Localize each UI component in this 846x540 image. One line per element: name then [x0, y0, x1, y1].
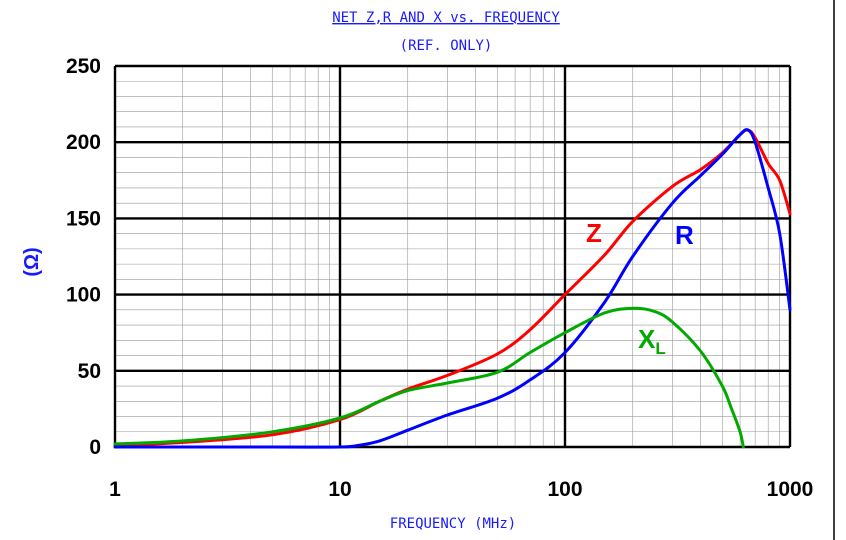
y-tick-label: 250 [66, 55, 101, 78]
xl-label-main: X [638, 324, 656, 354]
y-tick-label: 200 [66, 131, 101, 154]
series-line-x-l [113, 306, 745, 449]
grid [113, 64, 792, 449]
z-curve-label: Z [586, 218, 602, 248]
x-tick-label: 10 [328, 478, 351, 501]
y-tick-label: 150 [66, 207, 101, 230]
tick-labels: 0 50 100 150 200 250 1 10 100 1000 [66, 55, 813, 501]
y-tick-label: 0 [89, 436, 101, 459]
chart-subtitle: (REF. ONLY) [400, 38, 493, 54]
y-tick-label: 100 [66, 284, 101, 307]
series-line-r [113, 128, 792, 449]
x-axis-label: FREQUENCY (MHz) [390, 516, 516, 532]
series-group [113, 128, 792, 449]
x-tick-label: 1 [109, 478, 121, 501]
x-tick-label: 100 [547, 478, 582, 501]
y-tick-label: 50 [78, 360, 101, 383]
chart-title: NET Z,R AND X vs. FREQUENCY [332, 10, 560, 26]
xl-label-sub: L [655, 339, 665, 358]
series-line-z [113, 128, 792, 447]
xl-curve-label: XL [638, 324, 666, 358]
x-tick-label: 1000 [767, 478, 814, 501]
y-axis-label: (Ω) [21, 247, 43, 276]
r-curve-label: R [675, 220, 694, 250]
